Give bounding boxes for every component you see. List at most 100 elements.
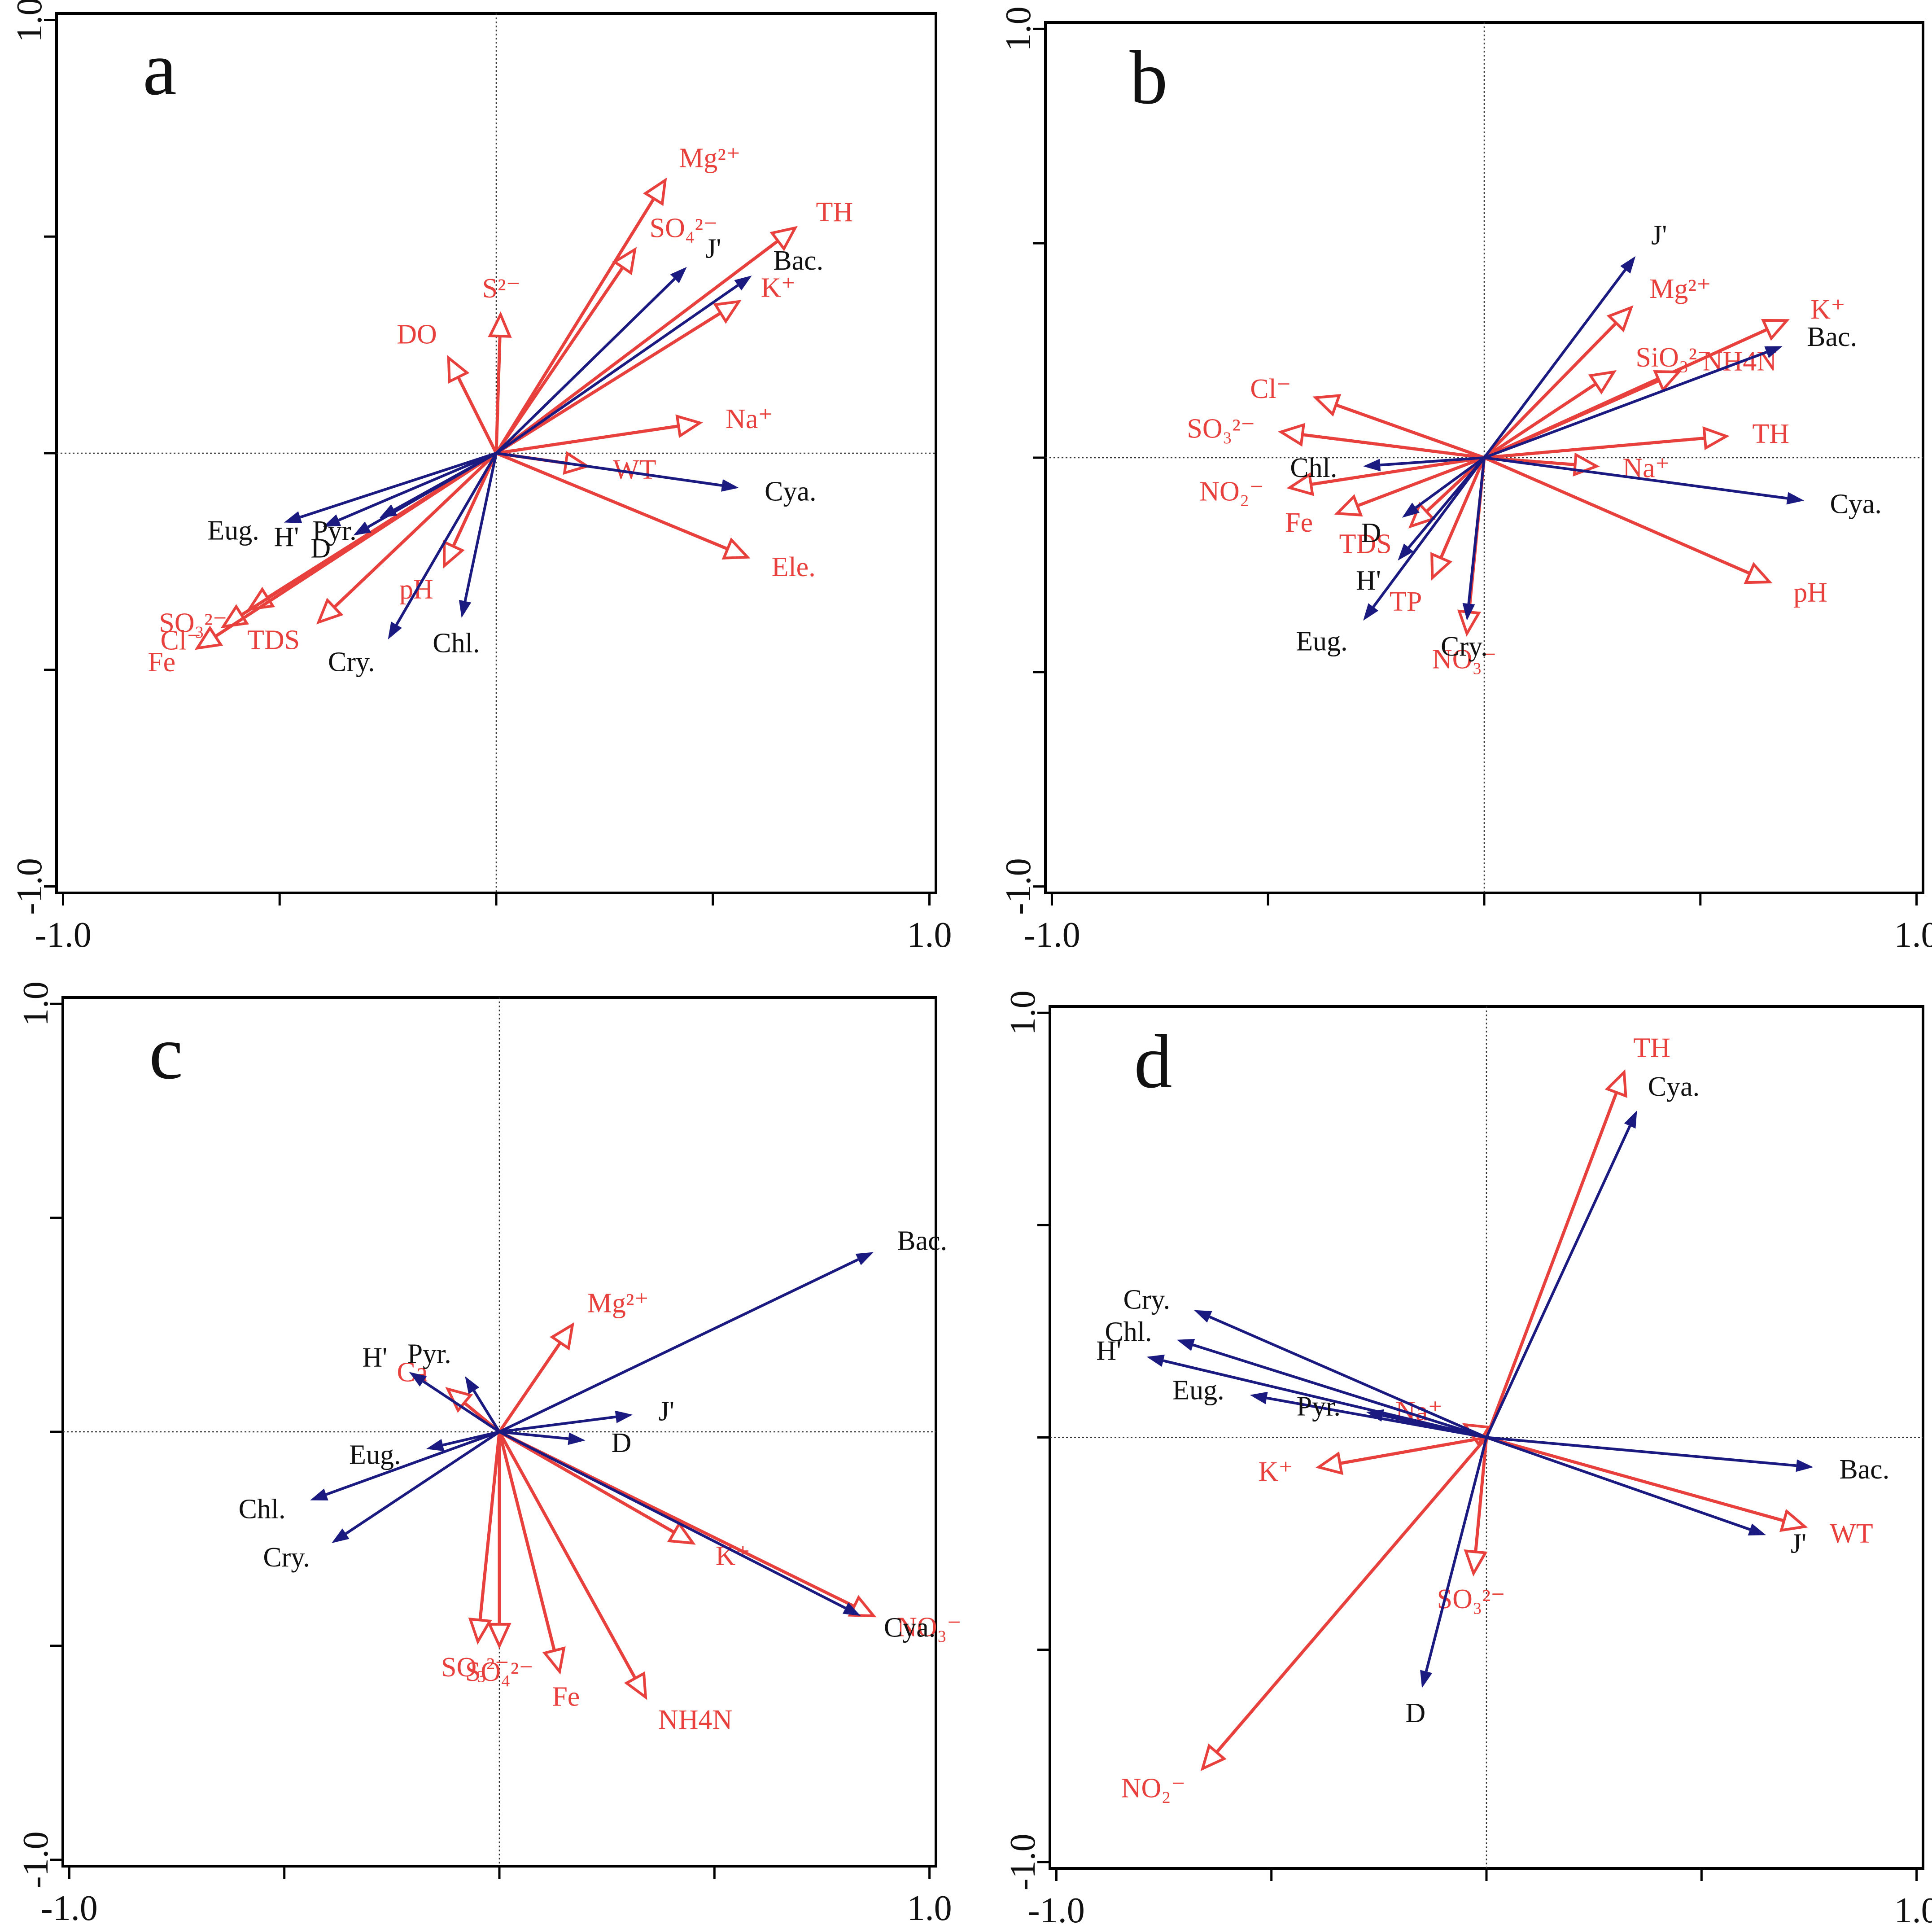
environment-vector-na-plus: Na⁺ [496, 404, 773, 455]
environment-arrow-head [550, 1322, 575, 1351]
environment-vector-ele: Ele. [495, 451, 816, 582]
environment-arrow-line [495, 197, 656, 454]
species-vector-d: D [1405, 1437, 1488, 1728]
environment-arrow-line [498, 1431, 637, 1679]
environment-arrow-head [667, 1521, 696, 1545]
species-label: H' [274, 522, 299, 552]
panels: -1.0 1.0 1.0 -1.0 a Mg²⁺ SO₄²⁻ TH K⁺ S²⁻ DO Na⁺ WT El… [10, 0, 1932, 1929]
species-arrow-head [1176, 1338, 1195, 1351]
environment-vector-th: TH [495, 197, 853, 455]
environment-label: SO₃²⁻ [159, 608, 227, 639]
panel-label: a [143, 26, 176, 111]
species-arrow-line [1415, 456, 1485, 509]
environment-arrow-head [1316, 1451, 1344, 1475]
species-vector-h-prime: H' [274, 452, 497, 552]
panel-a: -1.0 1.01.0-1.0aMg²⁺SO₄²⁻THK⁺S²⁻DONa⁺WTEl… [10, 0, 952, 955]
x-tick-label-min: -1.0 [1023, 915, 1080, 955]
environment-vector-cl-minus: Cl⁻ [1250, 374, 1485, 459]
environment-arrow-line [1215, 1436, 1488, 1754]
species-label: Bac. [1839, 1454, 1889, 1485]
species-vector-h-prime: H' [362, 1342, 500, 1433]
environment-arrow-line [1425, 456, 1486, 513]
environment-vector-ph: pH [399, 452, 498, 605]
species-label: Bac. [1807, 322, 1857, 352]
species-label: Chl. [433, 628, 480, 659]
environment-vector-th: TH [1484, 419, 1789, 459]
environment-label: Mg²⁺ [679, 143, 740, 173]
species-arrow-head [332, 1528, 350, 1543]
species-arrow-head [1402, 503, 1420, 518]
environment-arrow-line [495, 266, 624, 454]
species-label: D [611, 1428, 631, 1458]
environment-vector-fe: Fe [498, 1431, 580, 1712]
environment-label: NO₂⁻ [1199, 477, 1264, 507]
environment-label: pH [1793, 577, 1827, 608]
species-vector-eug: Eug. [1296, 457, 1486, 657]
environment-vector-fe: Fe [1285, 456, 1485, 538]
environment-label: TH [816, 197, 853, 227]
species-vector-cya: Cya. [496, 452, 816, 507]
species-label: Cya. [884, 1612, 935, 1643]
environment-arrow-head [1744, 562, 1773, 584]
species-label: D [310, 533, 331, 564]
species-arrow-line [1163, 1359, 1487, 1439]
species-arrow-line [345, 1430, 500, 1535]
y-tick-label-max: 1.0 [999, 6, 1038, 51]
species-vector-pyr: Pyr. [1297, 1391, 1487, 1439]
species-arrow-line [422, 1380, 500, 1433]
environment-arrow-head [1702, 426, 1730, 451]
species-vector-cya: Cya. [1485, 1072, 1700, 1438]
environment-label: SO₄²⁻ [650, 213, 718, 243]
environment-arrow-line [1483, 382, 1597, 459]
environment-label: K⁺ [1810, 294, 1845, 325]
environment-vector-do: DO [397, 319, 498, 454]
environment-arrow-line [498, 1431, 556, 1651]
environment-arrow-line [495, 240, 779, 455]
environment-vector-no2-minus: NO₂⁻ [1199, 456, 1485, 507]
species-arrow-head [1624, 1110, 1637, 1129]
environment-arrow-line [1483, 322, 1617, 459]
environment-label: Cl⁻ [160, 625, 201, 656]
species-label: Pyr. [1297, 1391, 1341, 1422]
environment-arrow-line [1339, 1436, 1487, 1465]
environment-vector-k-plus: K⁺ [495, 272, 796, 455]
environment-label: SO₃²⁻ [1187, 413, 1255, 444]
environment-arrow-head [1312, 394, 1342, 417]
x-tick-label-max: 1.0 [907, 1889, 952, 1928]
environment-vector-sio32-minus: SiO₃²⁻ [1483, 342, 1712, 459]
panel-label: d [1134, 1019, 1172, 1104]
environment-arrow-line [498, 1430, 675, 1534]
y-tick-label-max: 1.0 [10, 0, 49, 42]
environment-vector-so32-minus: SO₃²⁻ [441, 1431, 509, 1683]
environment-vector-so42-minus: SO₄²⁻ [465, 1432, 533, 1687]
species-arrow-line [300, 452, 497, 519]
species-arrow-line [1486, 1436, 1796, 1467]
environment-arrow-head [194, 626, 223, 650]
y-tick-label-max: 1.0 [16, 981, 56, 1026]
environment-vector-so42-minus: SO₄²⁻ [495, 213, 718, 454]
environment-vector-fe: Fe [148, 452, 497, 678]
environment-arrow-head [316, 598, 344, 625]
panel-label: c [149, 1010, 183, 1095]
species-label: Pyr. [312, 516, 356, 546]
species-arrow-head [459, 599, 472, 618]
species-vector-pyr: Pyr. [312, 452, 497, 546]
species-label: Cya. [1830, 489, 1882, 519]
environment-vector-so32-minus: SO₃²⁻ [1187, 413, 1485, 459]
species-vector-chl: Chl. [1290, 453, 1485, 483]
environment-label: SiO₃²⁻ [1635, 342, 1711, 373]
species-arrow-head [1363, 459, 1381, 472]
species-arrow-head [1748, 1523, 1766, 1535]
environment-arrow-head [721, 537, 751, 560]
species-arrow-head [1420, 1670, 1433, 1688]
species-label: J' [659, 1396, 674, 1426]
environment-arrow-line [1311, 456, 1485, 486]
species-arrow-line [1486, 1436, 1751, 1531]
species-arrow-line [496, 452, 722, 487]
environment-label: Mg²⁺ [1649, 274, 1711, 304]
species-vector-bac: Bac. [1486, 1436, 1889, 1485]
environment-arrow-line [498, 1342, 562, 1433]
species-arrow-head [409, 1372, 427, 1387]
species-arrow-line [498, 1430, 846, 1610]
species-label: Cry. [263, 1542, 310, 1573]
